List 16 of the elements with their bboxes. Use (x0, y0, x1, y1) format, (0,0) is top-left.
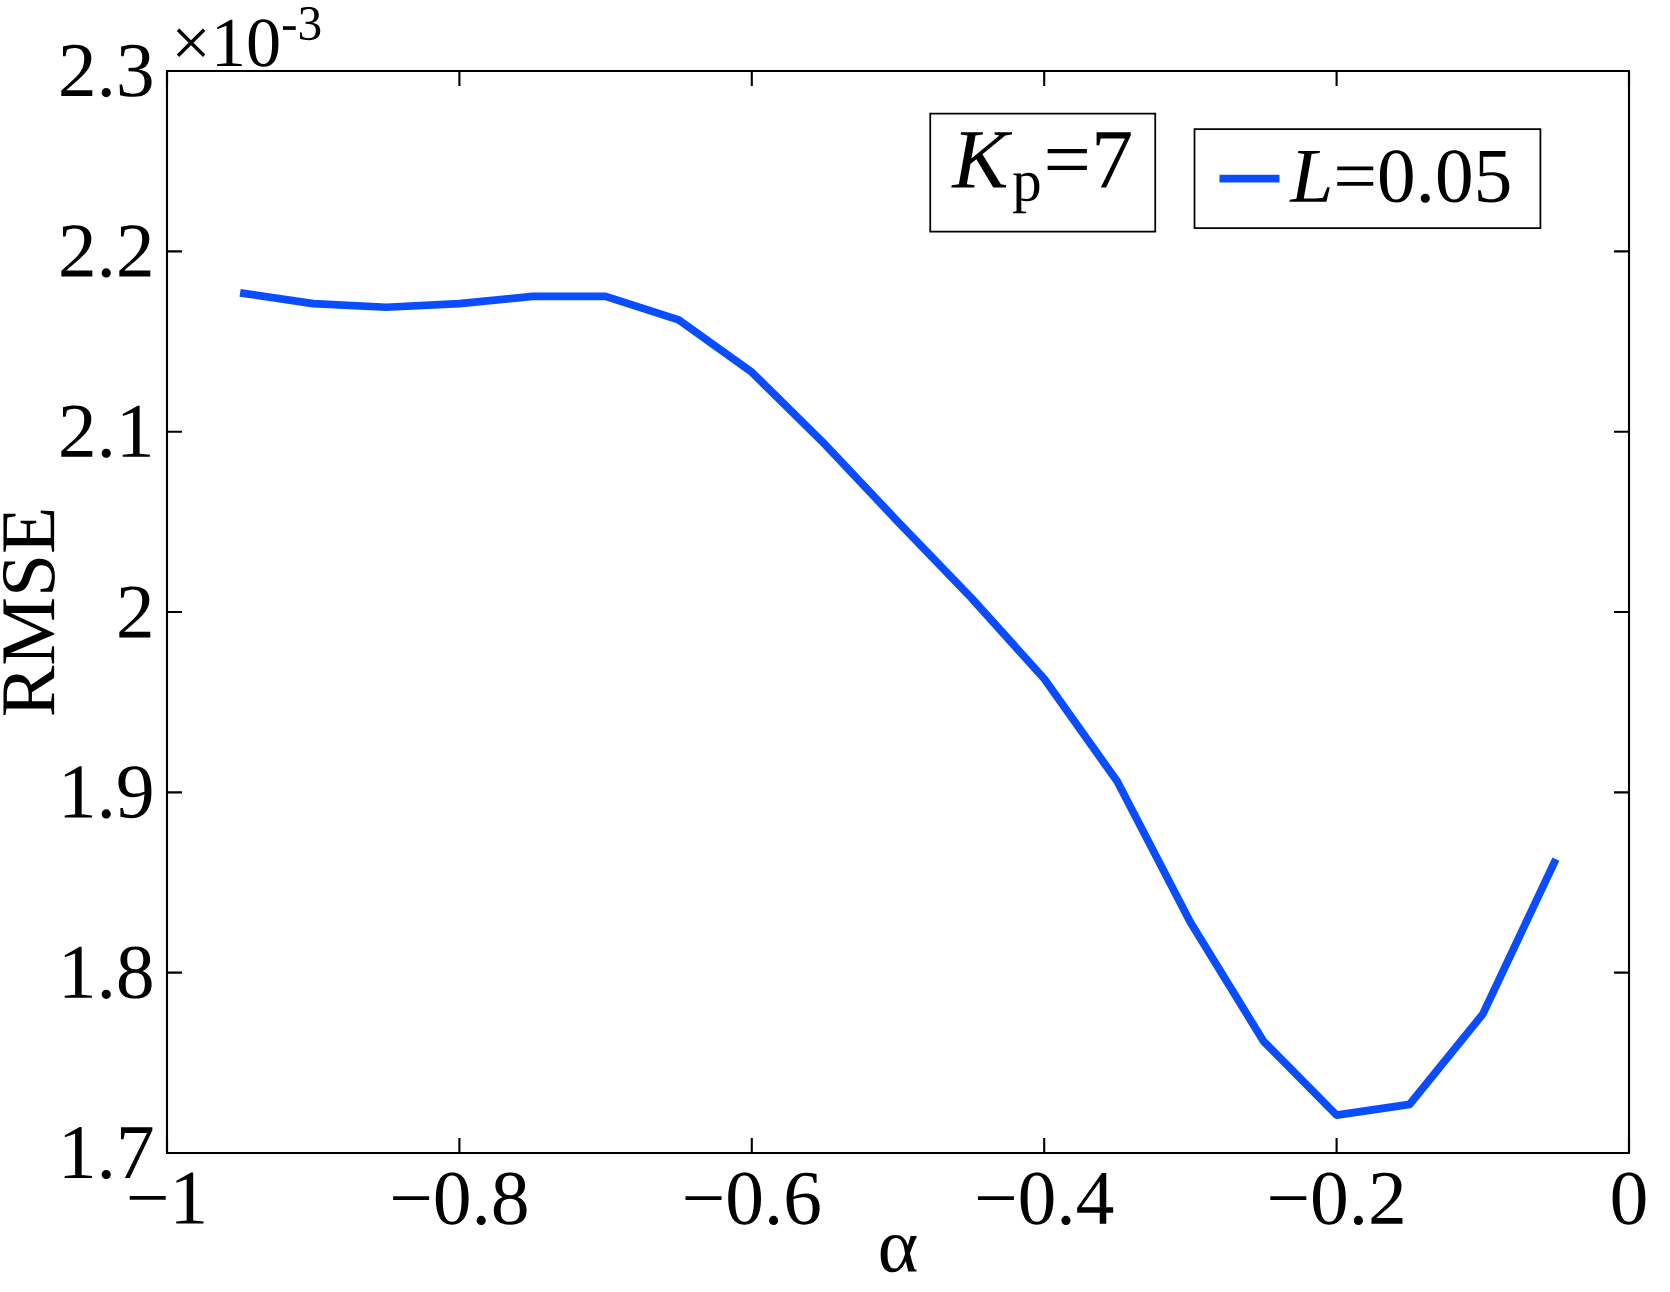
x-tick-label: −0.8 (393, 1172, 527, 1225)
legend-label: L=0.05 (1289, 150, 1510, 203)
text: ×10$^{-3}$ (176, 7, 321, 67)
y-tick-label: 2.2 (61, 225, 151, 278)
y-tick-label: 1.9 (64, 766, 152, 819)
x-tick-label: −0.2 (1270, 1172, 1403, 1225)
y-tick-label: 2.3 (61, 44, 152, 98)
annotation: K$_{p}$=7 (951, 132, 1131, 214)
x-axis-title: α (880, 1235, 917, 1273)
y-tick-label: 1.8 (64, 946, 152, 999)
x-tick-label: −0.4 (977, 1172, 1114, 1225)
y-tick-label: 2.1 (61, 405, 150, 458)
x-tick-label: 0 (1612, 1172, 1646, 1225)
y-axis-title: RMSE (2, 510, 55, 716)
x-tick-label: −0.6 (685, 1172, 820, 1225)
y-tick-label: 2 (119, 586, 151, 638)
